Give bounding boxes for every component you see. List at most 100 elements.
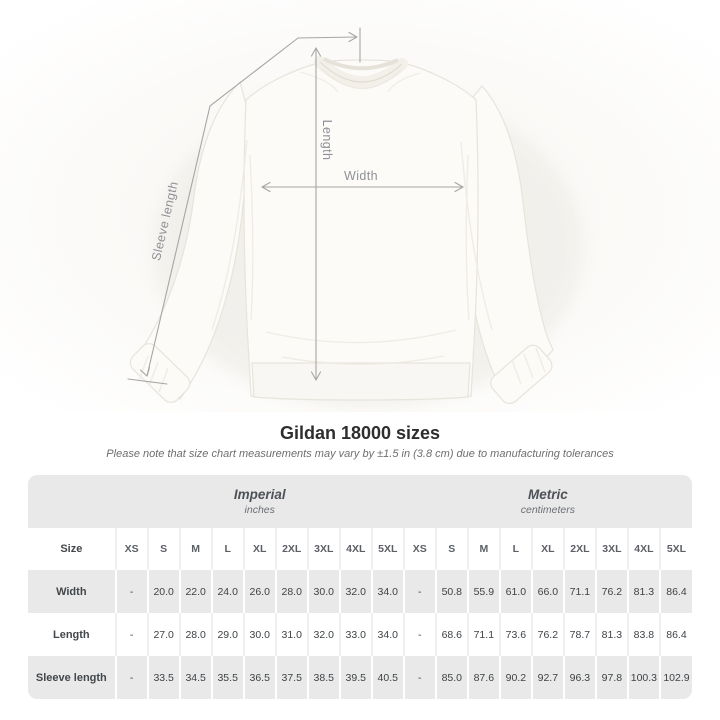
table-cell: 102.9: [658, 656, 692, 699]
table-cell: 68.6: [434, 613, 468, 656]
table-corner-cell: [28, 475, 116, 528]
table-cell: 27.0: [146, 613, 180, 656]
imperial-label: Imperial: [233, 487, 286, 502]
size-col-header: XL: [242, 528, 276, 570]
imperial-sublabel: inches: [244, 504, 275, 516]
table-cell: 78.7: [562, 613, 596, 656]
fabric-creases: [138, 71, 546, 393]
table-cell: 36.5: [242, 656, 276, 699]
row-label: Length: [52, 628, 90, 641]
sweatshirt-photo: [0, 0, 720, 412]
table-cell: 66.0: [530, 570, 564, 613]
table-cell: 26.0: [242, 570, 276, 613]
size-col-header: XS: [114, 528, 148, 570]
size-header-row: Size XS S M L XL 2XL 3XL 4XL 5XL XS S M …: [28, 528, 692, 570]
size-col-header: S: [434, 528, 468, 570]
row-label: Sleeve length: [35, 671, 107, 684]
size-header-label: Size: [60, 543, 83, 555]
size-diagram: Length Width Sleeve length: [0, 0, 720, 412]
table-cell: 39.5: [338, 656, 372, 699]
table-cell: 55.9: [466, 570, 500, 613]
size-col-header: S: [146, 528, 180, 570]
table-cell: -: [114, 656, 148, 699]
table-cell: 38.5: [306, 656, 340, 699]
sweatshirt: [129, 59, 554, 405]
table-cell: 100.3: [626, 656, 660, 699]
table-cell: 71.1: [466, 613, 500, 656]
table-cell: 28.0: [178, 613, 212, 656]
size-col-header: 2XL: [274, 528, 308, 570]
size-col-header: M: [466, 528, 500, 570]
table-cell: 22.0: [178, 570, 212, 613]
size-col-header: L: [210, 528, 244, 570]
table-cell: 86.4: [658, 570, 692, 613]
size-col-header: 5XL: [370, 528, 404, 570]
table-cell: 34.5: [178, 656, 212, 699]
table-cell: 34.0: [370, 613, 404, 656]
size-col-header: 4XL: [338, 528, 372, 570]
size-col-header: 4XL: [626, 528, 660, 570]
table-cell: 83.8: [626, 613, 660, 656]
table-cell: 31.0: [274, 613, 308, 656]
size-col-header: XS: [402, 528, 436, 570]
width-arrow: [261, 181, 464, 193]
table-row-sleeve-length: Sleeve length - 33.5 34.5 35.5 36.5 37.5…: [28, 656, 692, 699]
table-cell: 24.0: [210, 570, 244, 613]
size-col-header: 2XL: [562, 528, 596, 570]
size-col-header: L: [498, 528, 532, 570]
table-cell: 32.0: [306, 613, 340, 656]
table-cell: 40.5: [370, 656, 404, 699]
row-label: Width: [56, 585, 87, 598]
table-cell: -: [402, 613, 436, 656]
size-col-header: 5XL: [658, 528, 692, 570]
metric-sublabel: centimeters: [520, 504, 576, 516]
table-row-length: Length - 27.0 28.0 29.0 30.0 31.0 32.0 3…: [28, 613, 692, 656]
table-cell: 96.3: [562, 656, 596, 699]
table-cell: 29.0: [210, 613, 244, 656]
table-cell: 35.5: [210, 656, 244, 699]
table-cell: 33.5: [146, 656, 180, 699]
table-cell: 76.2: [594, 570, 628, 613]
table-cell: 30.0: [306, 570, 340, 613]
collar: [314, 56, 408, 90]
table-cell: 34.0: [370, 570, 404, 613]
imperial-group-header: Imperial inches: [116, 475, 404, 528]
table-cell: 86.4: [658, 613, 692, 656]
table-row-width: Width - 20.0 22.0 24.0 26.0 28.0 30.0 32…: [28, 570, 692, 613]
unit-group-row: Imperial inches Metric centimeters: [28, 475, 692, 528]
measurement-lines: [127, 27, 464, 385]
table-cell: 76.2: [530, 613, 564, 656]
size-col-header: 3XL: [594, 528, 628, 570]
table-cell: -: [114, 613, 148, 656]
table-cell: 81.3: [594, 613, 628, 656]
size-table: Imperial inches Metric centimeters Size …: [28, 475, 692, 699]
size-col-header: M: [178, 528, 212, 570]
table-cell: 20.0: [146, 570, 180, 613]
body: [243, 59, 479, 401]
right-cuff: [490, 344, 553, 405]
sleeve-length-arrow: [127, 27, 361, 385]
table-cell: 85.0: [434, 656, 468, 699]
metric-group-header: Metric centimeters: [404, 475, 692, 528]
table-cell: 97.8: [594, 656, 628, 699]
metric-label: Metric: [528, 487, 568, 502]
table-cell: 87.6: [466, 656, 500, 699]
table-cell: 28.0: [274, 570, 308, 613]
table-cell: 50.8: [434, 570, 468, 613]
table-cell: 37.5: [274, 656, 308, 699]
table-cell: 32.0: [338, 570, 372, 613]
table-cell: -: [114, 570, 148, 613]
table-cell: 33.0: [338, 613, 372, 656]
table-cell: 90.2: [498, 656, 532, 699]
table-cell: 30.0: [242, 613, 276, 656]
size-col-header: 3XL: [306, 528, 340, 570]
page-title: Gildan 18000 sizes: [279, 423, 441, 443]
table-cell: -: [402, 656, 436, 699]
table-cell: 92.7: [530, 656, 564, 699]
table-cell: 73.6: [498, 613, 532, 656]
size-table-wrap: Imperial inches Metric centimeters Size …: [28, 475, 692, 699]
tolerance-note: Please note that size chart measurements…: [106, 448, 614, 460]
table-cell: -: [402, 570, 436, 613]
hem-band: [251, 362, 471, 401]
size-col-header: XL: [530, 528, 564, 570]
